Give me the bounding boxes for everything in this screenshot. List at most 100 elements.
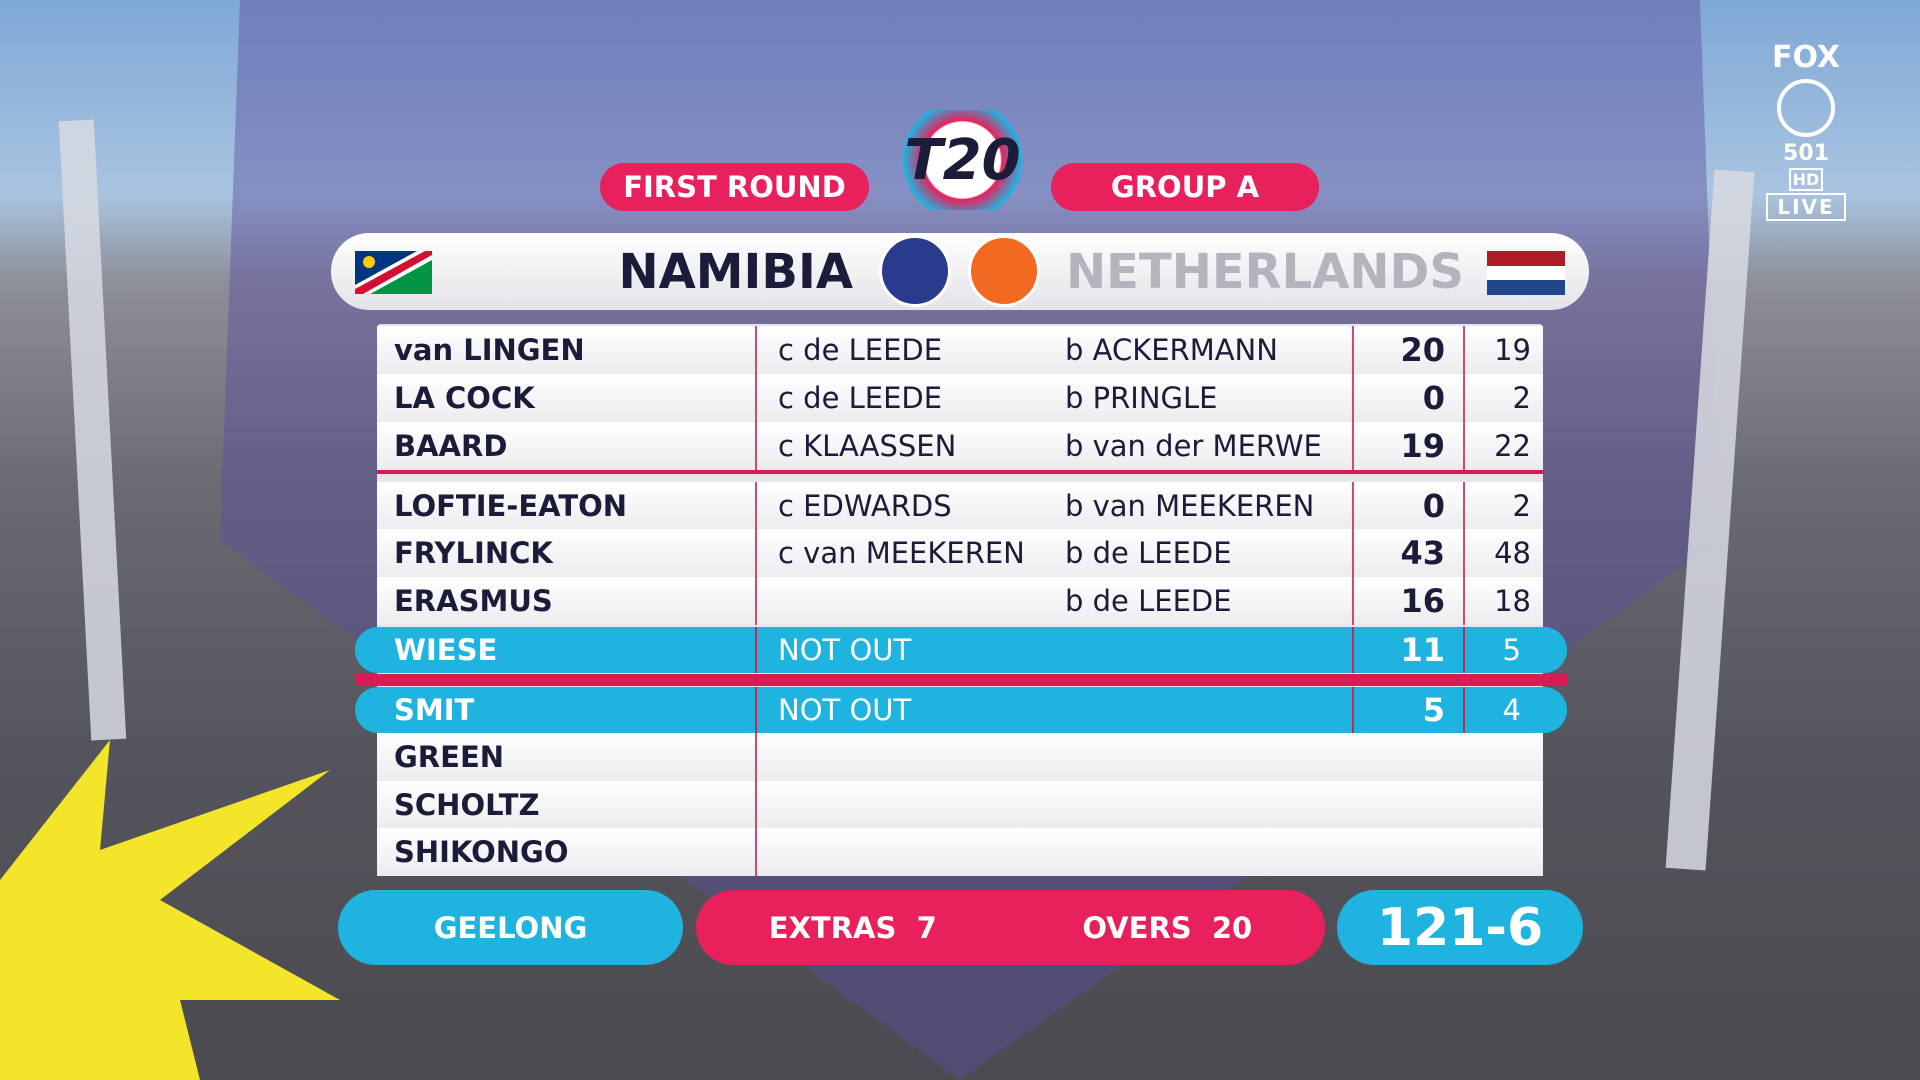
batter-row: FRYLINCK c van MEEKEREN b de LEEDE 43 48: [377, 529, 1543, 577]
column-divider: [1463, 374, 1465, 422]
batter-row: BAARD c KLAASSEN b van der MERWE 19 22: [377, 422, 1543, 470]
batter-name: GREEN: [394, 740, 505, 774]
bowling-team: NETHERLANDS: [1066, 243, 1464, 300]
overs-value: 20: [1211, 910, 1253, 945]
batter-row: SCHOLTZ: [377, 781, 1543, 829]
batter-row: LA COCK c de LEEDE b PRINGLE 0 2: [377, 374, 1543, 422]
namibia-flag: [355, 251, 432, 294]
balls: 18: [1494, 584, 1531, 618]
balls: 19: [1494, 333, 1531, 367]
broadcaster-name: FOX: [1771, 40, 1841, 75]
extras-label: EXTRAS: [768, 910, 897, 945]
live: LIVE: [1766, 193, 1846, 221]
team-bar: NAMIBIA NETHERLANDS: [331, 233, 1589, 310]
column-divider: [1463, 326, 1465, 374]
batter-row: van LINGEN c de LEEDE b ACKERMANN 20 19: [377, 326, 1543, 374]
round-pill: FIRST ROUND: [600, 163, 869, 211]
channel: 501: [1783, 141, 1829, 166]
balls: 22: [1494, 429, 1531, 463]
column-divider: [755, 326, 757, 374]
fielder: c de LEEDE: [778, 381, 943, 415]
batter-name: van LINGEN: [394, 333, 585, 367]
total-pill: 121-6: [1337, 890, 1583, 965]
column-divider: [1463, 577, 1465, 625]
summary-pill: EXTRAS 7 OVERS 20: [696, 890, 1325, 965]
dismissal: NOT OUT: [778, 693, 912, 727]
extras-value: 7: [916, 910, 937, 945]
column-divider: [1463, 422, 1465, 470]
runs: 43: [1400, 534, 1445, 572]
ball-icon: [968, 235, 1040, 307]
column-divider: [1352, 374, 1354, 422]
column-divider: [755, 482, 757, 530]
column-divider: [755, 687, 757, 733]
bowler: b ACKERMANN: [1065, 333, 1278, 367]
balls: 5: [1502, 633, 1521, 667]
batter-row: GREEN: [377, 733, 1543, 781]
runs: 5: [1422, 691, 1445, 729]
column-divider: [1463, 687, 1465, 733]
dismissal: NOT OUT: [778, 633, 912, 667]
batter-row: LOFTIE-EATON c EDWARDS b van MEEKEREN 0 2: [377, 482, 1543, 530]
bat-icon: [879, 235, 951, 307]
separator: [355, 674, 1567, 686]
runs: 0: [1422, 379, 1445, 417]
column-divider: [1352, 529, 1354, 577]
overs-label: OVERS: [1082, 910, 1192, 945]
runs: 20: [1400, 331, 1445, 369]
balls: 2: [1512, 381, 1531, 415]
venue-pill: GEELONG: [338, 890, 683, 965]
runs: 16: [1400, 582, 1445, 620]
column-divider: [755, 627, 757, 673]
column-divider: [755, 529, 757, 577]
batter-name: ERASMUS: [394, 584, 553, 618]
batter-name: SMIT: [394, 693, 475, 727]
quality: HD: [1788, 168, 1824, 191]
column-divider: [1352, 687, 1354, 733]
batter-row: SHIKONGO: [377, 828, 1543, 876]
column-divider: [1463, 627, 1465, 673]
batter-name: LOFTIE-EATON: [394, 489, 628, 523]
fielder: c de LEEDE: [778, 333, 943, 367]
broadcaster-logo: FOX 501 HD LIVE: [1766, 40, 1846, 221]
group-pill: GROUP A: [1051, 163, 1319, 211]
column-divider: [755, 733, 757, 781]
runs: 0: [1422, 487, 1445, 525]
column-divider: [1352, 627, 1354, 673]
column-divider: [1352, 482, 1354, 530]
column-divider: [1463, 482, 1465, 530]
batter-name: WIESE: [394, 633, 498, 667]
balls: 2: [1512, 489, 1531, 523]
batter-name: SHIKONGO: [394, 835, 569, 869]
bowler: b de LEEDE: [1065, 536, 1232, 570]
column-divider: [1352, 326, 1354, 374]
bowler: b PRINGLE: [1065, 381, 1218, 415]
batter-name: BAARD: [394, 429, 508, 463]
extras: EXTRAS 7: [769, 911, 937, 945]
batter-name: LA COCK: [394, 381, 535, 415]
separator: [377, 468, 1543, 474]
column-divider: [755, 374, 757, 422]
column-divider: [755, 828, 757, 876]
column-divider: [1352, 422, 1354, 470]
fielder: c van MEEKEREN: [778, 536, 1025, 570]
column-divider: [755, 781, 757, 829]
ball-icon: [1777, 79, 1835, 137]
runs: 11: [1400, 631, 1445, 669]
batter-row: ERASMUS b de LEEDE 16 18: [377, 577, 1543, 625]
fielder: c KLAASSEN: [778, 429, 957, 463]
overs: OVERS 20: [1082, 911, 1252, 945]
batter-name: FRYLINCK: [394, 536, 553, 570]
fielder: c EDWARDS: [778, 489, 952, 523]
runs: 19: [1400, 427, 1445, 465]
bowler: b van MEEKEREN: [1065, 489, 1315, 523]
batter-name: SCHOLTZ: [394, 788, 540, 822]
column-divider: [755, 422, 757, 470]
netherlands-flag: [1487, 251, 1565, 295]
tournament-logo: T20: [895, 110, 1030, 210]
batter-row: SMIT NOT OUT 5 4: [355, 687, 1567, 733]
column-divider: [755, 577, 757, 625]
balls: 48: [1494, 536, 1531, 570]
column-divider: [1463, 529, 1465, 577]
